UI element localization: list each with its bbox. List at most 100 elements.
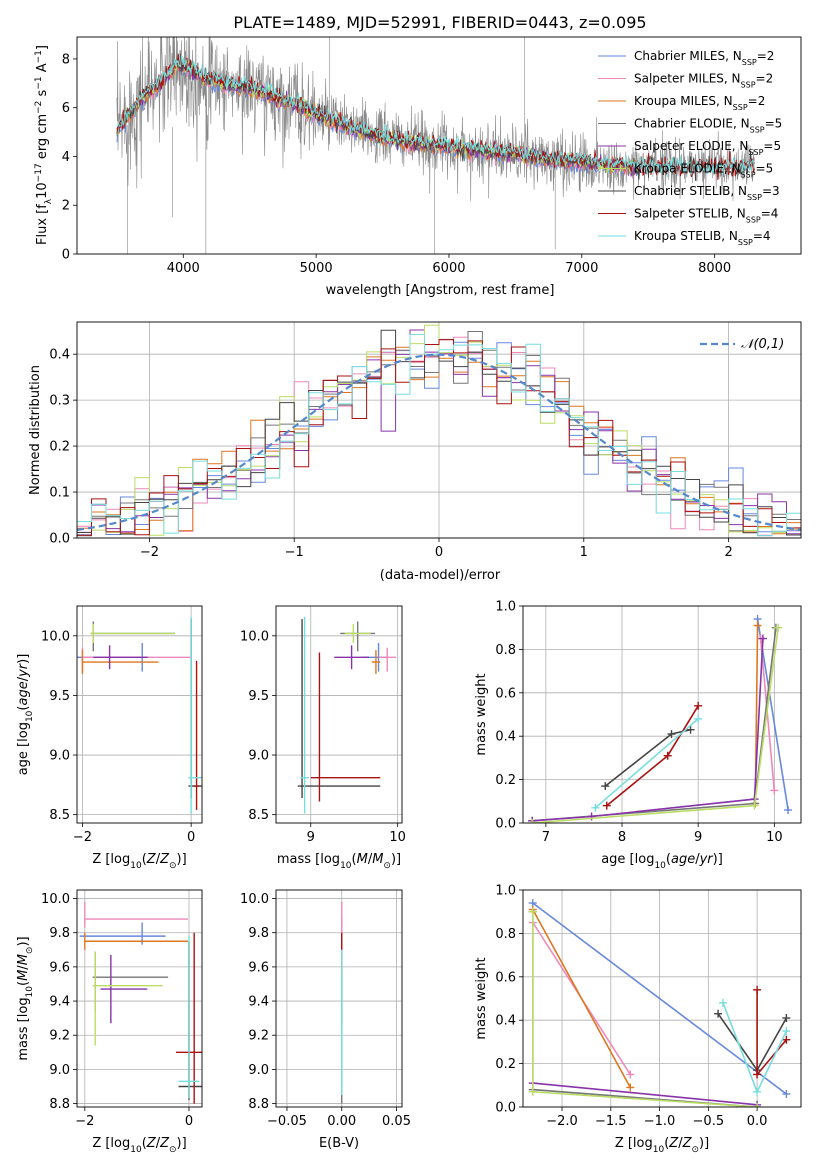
y-tick-label: 10.0 (240, 629, 269, 644)
y-tick-label: 9.8 (49, 926, 70, 941)
plot-mass-weight-vs-age: 7 8 9 10 0.0 0.2 0.4 0.6 0.8 1.0 age [log10(age/yr… (474, 600, 802, 871)
plot-area (79, 901, 202, 1104)
plot-mass-vs-Z: −2 0 8.8 9.0 9.2 9.4 9.6 9.8 10.0 Z [log10(Z/Z⊙)]… (16, 889, 203, 1155)
legend-label: Chabrier ELODIE, NSSP=5 (634, 117, 782, 135)
y-tick-label: 9.6 (248, 960, 269, 975)
legend-label: Salpeter MILES, NSSP=2 (634, 72, 773, 90)
y-tick-label: 0.4 (49, 348, 70, 363)
histogram-step (77, 339, 801, 536)
y-tick-label: 9.5 (248, 689, 269, 704)
x-tick-label: 2 (724, 545, 732, 560)
series-line (606, 705, 699, 807)
series-line (532, 627, 779, 823)
plot-area (77, 616, 202, 814)
plot-age-vs-Z: −2 0 8.5 9.0 9.5 10.0 Z [log10(Z/Z⊙)] age [log1… (16, 605, 203, 871)
x-axis-label: Z [log10(Z/Z⊙)] (615, 1136, 709, 1155)
y-tick-label: 0.8 (495, 927, 516, 942)
x-axis-label: Z [log10(Z/Z⊙)] (92, 852, 186, 871)
x-tick-label: 1 (580, 545, 588, 560)
x-tick-label: 4000 (167, 261, 200, 276)
histogram-step (77, 334, 801, 537)
y-tick-label: 10.0 (41, 629, 70, 644)
series-line (532, 911, 758, 1107)
legend-label: Kroupa ELODIE, NSSP=5 (634, 162, 773, 180)
axes-frame (522, 605, 802, 824)
x-tick-label: 10 (389, 830, 406, 845)
series-line (759, 638, 776, 791)
x-tick-label: 6000 (432, 261, 465, 276)
plot-area (297, 616, 396, 814)
y-tick-label: 0.6 (495, 686, 516, 701)
x-tick-label: −0.05 (267, 1114, 307, 1129)
y-tick-label: 8.8 (49, 1097, 70, 1112)
x-tick-label: −1.5 (595, 1114, 627, 1129)
axes-frame (76, 36, 802, 255)
x-axis-label: Z [log10(Z/Z⊙)] (92, 1136, 186, 1155)
y-tick-label: 0.3 (49, 394, 70, 409)
axes-frame (76, 605, 203, 824)
series-line (532, 909, 632, 1088)
y-tick-label: 8 (62, 52, 70, 67)
y-tick-label: 0.0 (495, 817, 516, 832)
x-tick-label: 7 (542, 830, 550, 845)
histogram-step (77, 329, 801, 536)
y-tick-label: 1.0 (495, 600, 516, 615)
plot-age-vs-mass: 9 10 8.5 9.0 9.5 10.0 mass [log10(M/M⊙)] (240, 605, 406, 871)
y-tick-label: 0.2 (495, 1057, 516, 1072)
histogram-step (77, 324, 801, 536)
y-tick-label: 9.5 (49, 689, 70, 704)
spectrum-model-line (116, 54, 755, 178)
y-tick-label: 0.8 (495, 643, 516, 658)
y-tick-label: 9.0 (49, 1063, 70, 1078)
series-line (532, 1082, 758, 1106)
y-tick-label: 9.0 (248, 749, 269, 764)
x-tick-label: −2 (75, 1114, 94, 1129)
y-tick-label: 9.0 (248, 1063, 269, 1078)
y-tick-label: 0.4 (495, 730, 516, 745)
y-tick-label: 1.0 (495, 884, 516, 899)
plot-area (116, 37, 755, 254)
x-tick-label: −2 (73, 830, 92, 845)
y-tick-label: 0.0 (49, 532, 70, 547)
x-tick-label: 8 (618, 830, 626, 845)
y-axis-label: mass weight (474, 673, 489, 755)
x-tick-label: −1.0 (644, 1114, 676, 1129)
x-tick-label: 0.0 (747, 1114, 768, 1129)
axes-frame (76, 321, 802, 539)
legend-label: Chabrier STELIB, NSSP=3 (634, 184, 780, 202)
x-axis-label: mass [log10(M/M⊙)] (277, 852, 401, 871)
legend-label: Kroupa STELIB, NSSP=4 (634, 229, 771, 247)
y-tick-label: 9.2 (49, 1029, 70, 1044)
y-tick-label: 0 (62, 248, 70, 263)
plot-mass-vs-ebv: −0.05 0.00 0.05 8.8 9.0 9.2 9.4 9.6 9.8 10.0 E(B-V… (240, 889, 411, 1151)
y-tick-label: 6 (62, 101, 70, 116)
x-tick-label: 9 (694, 830, 702, 845)
x-tick-label: 9 (307, 830, 315, 845)
y-tick-label: 0.6 (495, 970, 516, 985)
y-axis-label: mass [log10(M/M⊙)] (16, 936, 35, 1060)
series-line (722, 1002, 788, 1094)
legend-label: Kroupa MILES, NSSP=2 (634, 94, 765, 112)
x-axis-label: (data-model)/error (380, 568, 501, 583)
x-axis-label: E(B-V) (319, 1136, 359, 1151)
series-line (594, 718, 699, 809)
plot-spectrum: 4000 5000 6000 7000 8000 0 2 4 6 8 wavelength [Ang… (34, 36, 802, 298)
x-tick-label: 5000 (300, 261, 333, 276)
y-tick-label: 0.4 (495, 1014, 516, 1029)
series-line (532, 638, 764, 822)
legend-label: Salpeter ELODIE, NSSP=5 (634, 139, 781, 157)
x-tick-label: −0.5 (693, 1114, 725, 1129)
x-tick-label: 7000 (565, 261, 598, 276)
x-tick-label: −2 (140, 545, 159, 560)
y-tick-label: 0.2 (49, 440, 70, 455)
y-tick-label: 9.8 (248, 926, 269, 941)
y-axis-label: Flux [fλ10−17 erg cm−2 s−1 A−1] (34, 45, 54, 245)
axes-frame (275, 605, 403, 824)
x-tick-label: −2.0 (546, 1114, 578, 1129)
y-tick-label: 9.0 (49, 749, 70, 764)
series-line (532, 911, 758, 1107)
legend-label: 𝒩(0,1) (741, 337, 784, 352)
y-tick-label: 9.2 (248, 1029, 269, 1044)
y-tick-label: 10.0 (240, 892, 269, 907)
normal-curve (77, 353, 801, 531)
